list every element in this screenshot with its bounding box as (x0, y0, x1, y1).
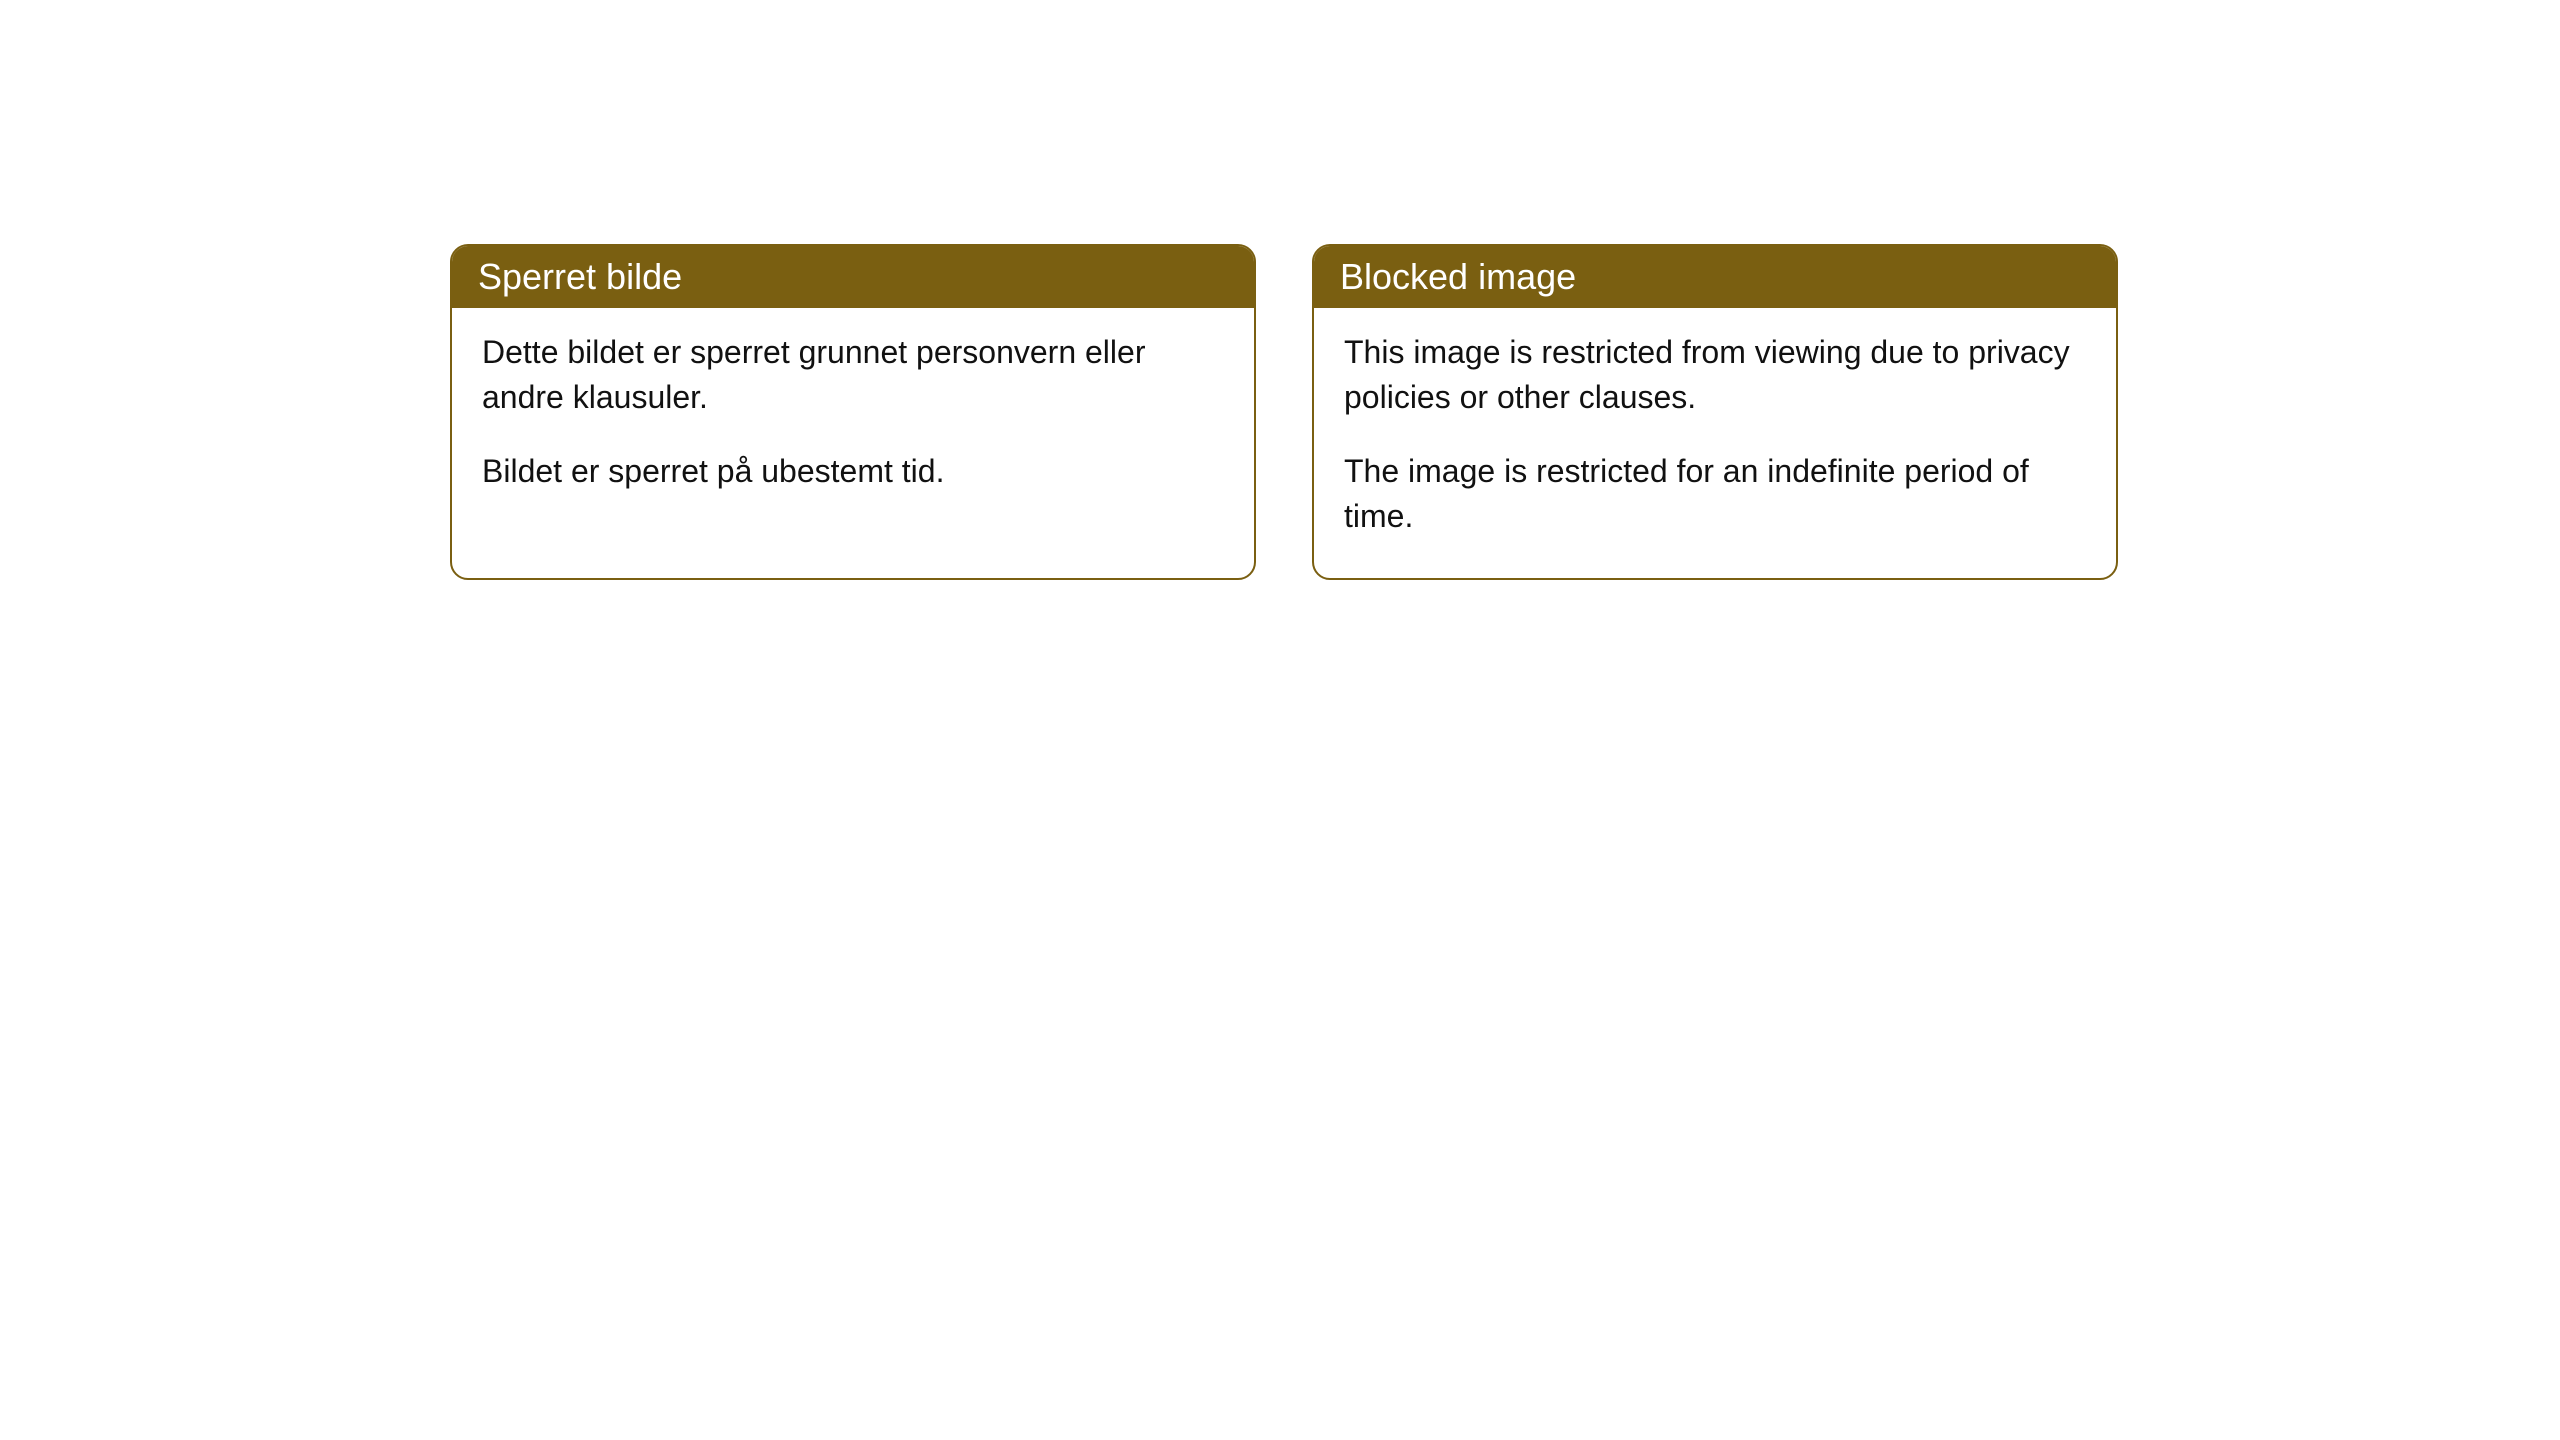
notice-card-norwegian: Sperret bilde Dette bildet er sperret gr… (450, 244, 1256, 580)
notice-card-english: Blocked image This image is restricted f… (1312, 244, 2118, 580)
card-header: Sperret bilde (452, 246, 1254, 308)
card-paragraph: Dette bildet er sperret grunnet personve… (482, 330, 1224, 421)
card-header: Blocked image (1314, 246, 2116, 308)
card-title: Blocked image (1340, 256, 1576, 297)
card-paragraph: Bildet er sperret på ubestemt tid. (482, 449, 1224, 494)
card-body: Dette bildet er sperret grunnet personve… (452, 308, 1254, 532)
card-paragraph: The image is restricted for an indefinit… (1344, 449, 2086, 540)
card-body: This image is restricted from viewing du… (1314, 308, 2116, 578)
notice-container: Sperret bilde Dette bildet er sperret gr… (450, 244, 2118, 580)
card-paragraph: This image is restricted from viewing du… (1344, 330, 2086, 421)
card-title: Sperret bilde (478, 256, 682, 297)
